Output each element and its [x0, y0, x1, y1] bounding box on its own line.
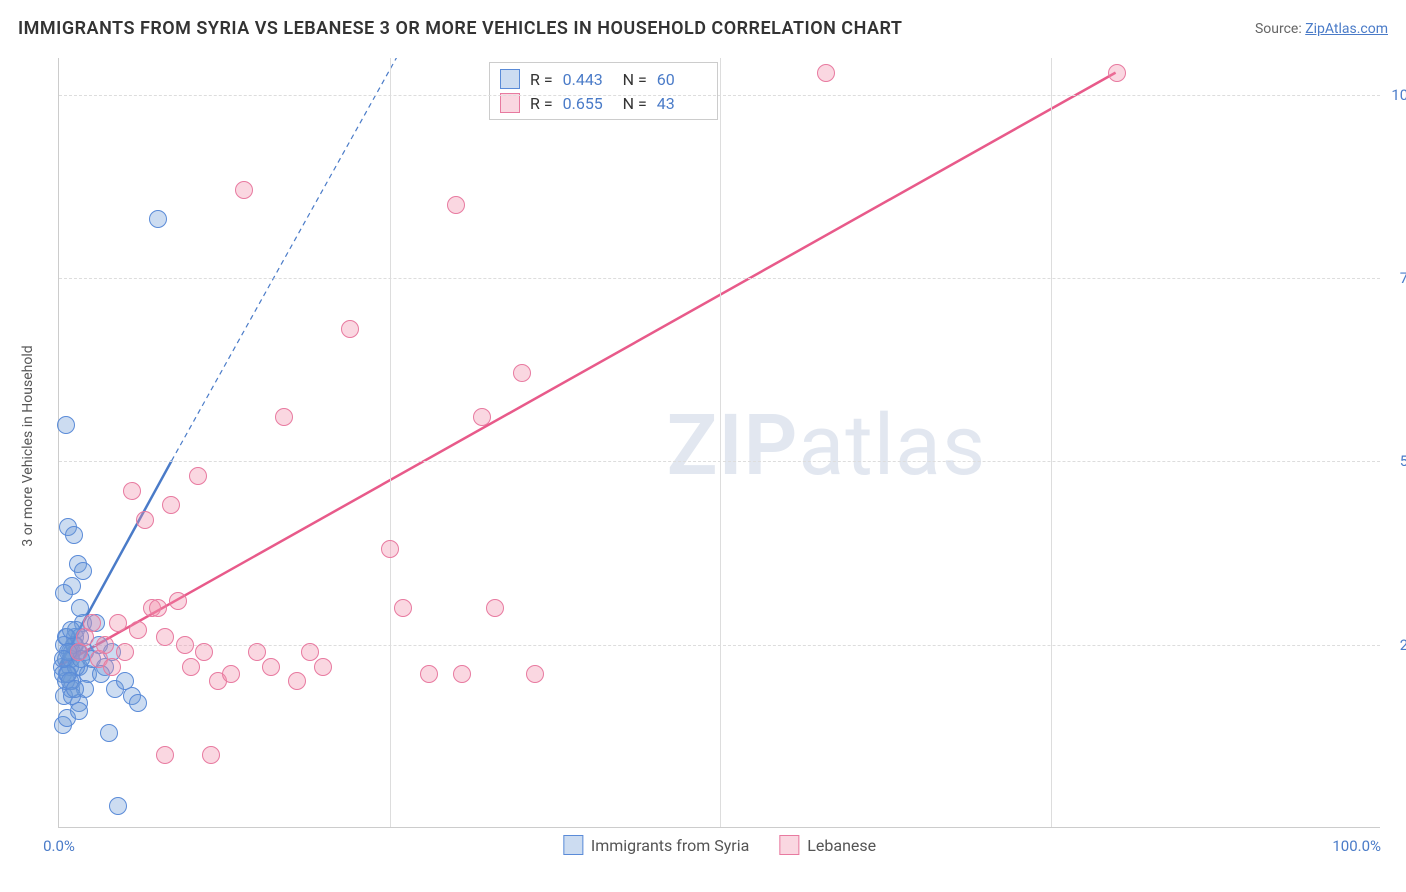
scatter-point [381, 540, 399, 558]
gridline-v [1051, 58, 1052, 827]
scatter-point [176, 636, 194, 654]
scatter-point [486, 599, 504, 617]
scatter-point [149, 599, 167, 617]
scatter-point [66, 680, 84, 698]
scatter-point [136, 511, 154, 529]
scatter-point [103, 658, 121, 676]
chart-title: IMMIGRANTS FROM SYRIA VS LEBANESE 3 OR M… [18, 18, 902, 39]
scatter-point [394, 599, 412, 617]
trend-line [59, 73, 1115, 666]
legend-swatch [500, 93, 520, 113]
scatter-point [288, 672, 306, 690]
scatter-point [129, 621, 147, 639]
scatter-point [74, 562, 92, 580]
watermark: ZIPatlas [667, 396, 987, 495]
scatter-point [156, 746, 174, 764]
scatter-point [817, 64, 835, 82]
scatter-point [262, 658, 280, 676]
scatter-point [149, 210, 167, 228]
scatter-point [248, 643, 266, 661]
legend-series: Immigrants from Syria Lebanese [563, 835, 876, 855]
scatter-point [314, 658, 332, 676]
scatter-point [70, 702, 88, 720]
scatter-point [109, 797, 127, 815]
y-tick-label: 75.0% [1385, 269, 1406, 287]
scatter-point [222, 665, 240, 683]
y-tick-label: 100.0% [1385, 86, 1406, 104]
scatter-point [129, 694, 147, 712]
gridline-v [720, 58, 721, 827]
scatter-point [301, 643, 319, 661]
scatter-point [235, 181, 253, 199]
scatter-point [162, 496, 180, 514]
scatter-point [447, 196, 465, 214]
scatter-point [275, 408, 293, 426]
scatter-point [1108, 64, 1126, 82]
legend-swatch [779, 835, 799, 855]
n-label: N = [623, 94, 647, 113]
scatter-point [57, 416, 75, 434]
n-value: 43 [657, 94, 707, 113]
legend-swatch [500, 69, 520, 89]
legend-series-label: Immigrants from Syria [591, 836, 749, 855]
gridline-v [390, 58, 391, 827]
scatter-point [55, 584, 73, 602]
scatter-point [526, 665, 544, 683]
scatter-point [96, 636, 114, 654]
legend-series-label: Lebanese [807, 836, 876, 855]
scatter-point [420, 665, 438, 683]
x-tick-label: 100.0% [1332, 837, 1381, 855]
scatter-point [195, 643, 213, 661]
legend-swatch [563, 835, 583, 855]
r-value: 0.655 [563, 94, 613, 113]
scatter-point [116, 643, 134, 661]
y-axis-label: 3 or more Vehicles in Household [20, 345, 36, 546]
r-value: 0.443 [563, 70, 613, 89]
legend-series-item: Lebanese [779, 835, 876, 855]
source-link[interactable]: ZipAtlas.com [1305, 21, 1388, 37]
scatter-point [123, 482, 141, 500]
scatter-point [189, 467, 207, 485]
source: Source: ZipAtlas.com [1255, 21, 1388, 37]
scatter-point [473, 408, 491, 426]
scatter-point [109, 614, 127, 632]
legend-series-item: Immigrants from Syria [563, 835, 749, 855]
y-tick-label: 50.0% [1385, 452, 1406, 470]
scatter-point [453, 665, 471, 683]
r-label: R = [530, 70, 553, 89]
scatter-point [65, 526, 83, 544]
x-tick-label: 0.0% [43, 837, 75, 855]
scatter-point [513, 364, 531, 382]
n-label: N = [623, 70, 647, 89]
legend-correlation: R = 0.443 N = 60 R = 0.655 N = 43 [489, 62, 718, 120]
y-tick-label: 25.0% [1385, 636, 1406, 654]
source-label: Source: [1255, 21, 1305, 37]
scatter-point [169, 592, 187, 610]
plot-area: ZIPatlas R =0.443N =60R =0.655N =43 Immi… [58, 58, 1380, 828]
legend-row: R = 0.443 N = 60 [500, 67, 707, 91]
scatter-point [182, 658, 200, 676]
n-value: 60 [657, 70, 707, 89]
scatter-point [341, 320, 359, 338]
scatter-point [202, 746, 220, 764]
r-label: R = [530, 94, 553, 113]
scatter-point [100, 724, 118, 742]
scatter-point [83, 614, 101, 632]
scatter-point [156, 628, 174, 646]
